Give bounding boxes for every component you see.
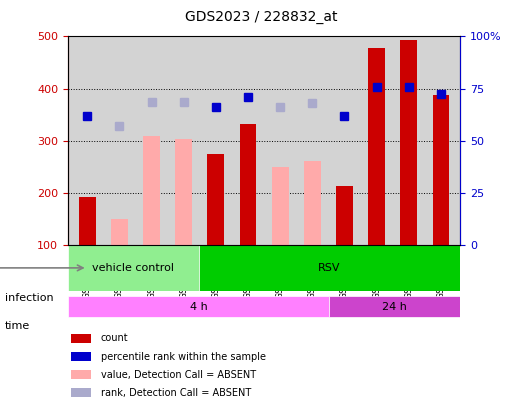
Bar <box>272 167 289 245</box>
Text: RSV: RSV <box>318 263 341 273</box>
Text: infection: infection <box>5 293 54 303</box>
Bar <box>304 161 321 245</box>
Bar <box>111 219 128 245</box>
Bar <box>71 370 91 379</box>
Bar <box>336 186 353 245</box>
Text: count: count <box>100 333 128 343</box>
Bar <box>240 124 256 245</box>
Text: time: time <box>5 321 30 331</box>
Text: vehicle control: vehicle control <box>93 263 174 273</box>
Bar <box>368 48 385 245</box>
Bar <box>208 154 224 245</box>
Bar <box>401 40 417 245</box>
Bar <box>433 95 449 245</box>
Text: 24 h: 24 h <box>382 302 407 311</box>
Bar <box>175 139 192 245</box>
Bar <box>143 136 160 245</box>
Bar <box>71 388 91 397</box>
Text: percentile rank within the sample: percentile rank within the sample <box>100 352 266 362</box>
Bar <box>71 334 91 343</box>
Bar <box>71 352 91 361</box>
FancyBboxPatch shape <box>329 296 460 317</box>
Bar <box>79 196 96 245</box>
Text: GDS2023 / 228832_at: GDS2023 / 228832_at <box>185 10 338 24</box>
FancyBboxPatch shape <box>199 245 460 291</box>
FancyBboxPatch shape <box>68 245 199 291</box>
Text: rank, Detection Call = ABSENT: rank, Detection Call = ABSENT <box>100 388 251 398</box>
Text: 4 h: 4 h <box>190 302 208 311</box>
FancyBboxPatch shape <box>68 296 329 317</box>
Text: value, Detection Call = ABSENT: value, Detection Call = ABSENT <box>100 370 256 379</box>
